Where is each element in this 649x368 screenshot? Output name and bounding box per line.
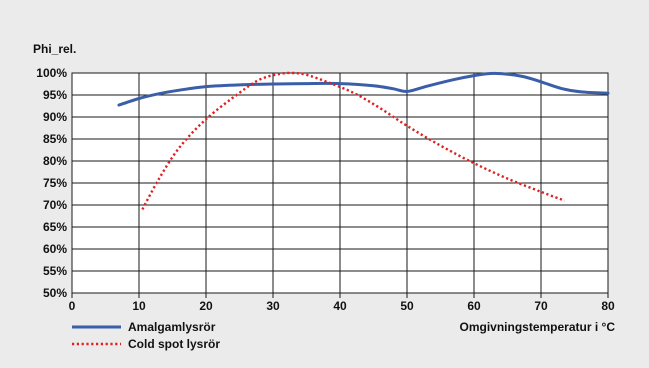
data-point-1 bbox=[158, 178, 160, 180]
plot-frame bbox=[71, 72, 609, 294]
data-point-1 bbox=[239, 92, 241, 94]
data-point-0 bbox=[306, 83, 308, 85]
data-point-0 bbox=[239, 84, 241, 86]
data-point-0 bbox=[473, 75, 475, 77]
data-point-0 bbox=[426, 85, 428, 87]
legend-label-amalgam: Amalgamlysrör bbox=[128, 320, 216, 334]
data-point-0 bbox=[540, 81, 542, 83]
x-axis-title: Omgivningstemperatur i °C bbox=[460, 320, 616, 334]
y-tick-label: 70% bbox=[43, 198, 67, 212]
data-point-0 bbox=[453, 79, 455, 81]
x-tick-label: 20 bbox=[199, 299, 213, 313]
data-point-0 bbox=[158, 93, 160, 95]
data-point-1 bbox=[142, 209, 144, 211]
x-tick-label: 10 bbox=[132, 299, 146, 313]
data-point-1 bbox=[306, 74, 308, 76]
series-line-0 bbox=[117, 71, 610, 107]
y-tick-label: 55% bbox=[43, 264, 67, 278]
data-point-1 bbox=[353, 92, 355, 94]
y-tick-label: 50% bbox=[43, 286, 67, 300]
data-point-0 bbox=[373, 85, 375, 87]
data-point-0 bbox=[178, 89, 180, 91]
y-tick-label: 100% bbox=[36, 66, 67, 80]
data-point-1 bbox=[564, 200, 566, 202]
axes: 50% 55% 60% 65% 70% 75% 80% 85% 90% 95% 100% 0 10 20 3… bbox=[36, 66, 615, 313]
data-point-1 bbox=[540, 191, 542, 193]
data-point-0 bbox=[205, 86, 207, 88]
series-line-1 bbox=[141, 71, 565, 210]
x-tick-label: 40 bbox=[333, 299, 347, 313]
y-tick-label: 95% bbox=[43, 88, 67, 102]
data-point-1 bbox=[205, 118, 207, 120]
y-tick-label: 60% bbox=[43, 242, 67, 256]
data-point-1 bbox=[440, 145, 442, 147]
data-point-1 bbox=[279, 73, 281, 75]
data-point-1 bbox=[292, 72, 294, 74]
x-tick-label: 70 bbox=[534, 299, 548, 313]
series-layer bbox=[117, 71, 610, 211]
data-point-0 bbox=[493, 73, 495, 75]
y-tick-label: 75% bbox=[43, 176, 67, 190]
x-tick-label: 60 bbox=[467, 299, 481, 313]
data-point-1 bbox=[406, 125, 408, 127]
data-point-0 bbox=[272, 83, 274, 85]
data-point-0 bbox=[580, 91, 582, 93]
legend: Amalgamlysrör Cold spot lysrör bbox=[72, 320, 220, 351]
labels: Phi_rel. Omgivningstemperatur i °C bbox=[33, 42, 615, 334]
legend-label-cold-spot: Cold spot lysrör bbox=[128, 337, 220, 351]
data-point-0 bbox=[393, 88, 395, 90]
data-point-0 bbox=[118, 104, 120, 106]
data-point-0 bbox=[339, 83, 341, 85]
x-tick-label: 0 bbox=[69, 299, 76, 313]
data-point-0 bbox=[520, 75, 522, 77]
y-tick-label: 90% bbox=[43, 110, 67, 124]
data-point-0 bbox=[406, 91, 408, 93]
y-tick-label: 85% bbox=[43, 132, 67, 146]
data-point-0 bbox=[560, 88, 562, 90]
x-tick-label: 30 bbox=[266, 299, 280, 313]
x-tick-label: 80 bbox=[601, 299, 615, 313]
data-point-0 bbox=[607, 92, 609, 94]
data-point-0 bbox=[138, 98, 140, 100]
data-point-1 bbox=[473, 162, 475, 164]
y-tick-label: 80% bbox=[43, 154, 67, 168]
y-tick-label: 65% bbox=[43, 220, 67, 234]
data-point-1 bbox=[259, 79, 261, 81]
grid bbox=[71, 72, 609, 294]
data-point-1 bbox=[507, 178, 509, 180]
y-axis-title: Phi_rel. bbox=[33, 42, 76, 56]
data-point-1 bbox=[379, 107, 381, 109]
x-tick-label: 50 bbox=[400, 299, 414, 313]
data-point-1 bbox=[178, 147, 180, 149]
data-point-1 bbox=[326, 81, 328, 83]
